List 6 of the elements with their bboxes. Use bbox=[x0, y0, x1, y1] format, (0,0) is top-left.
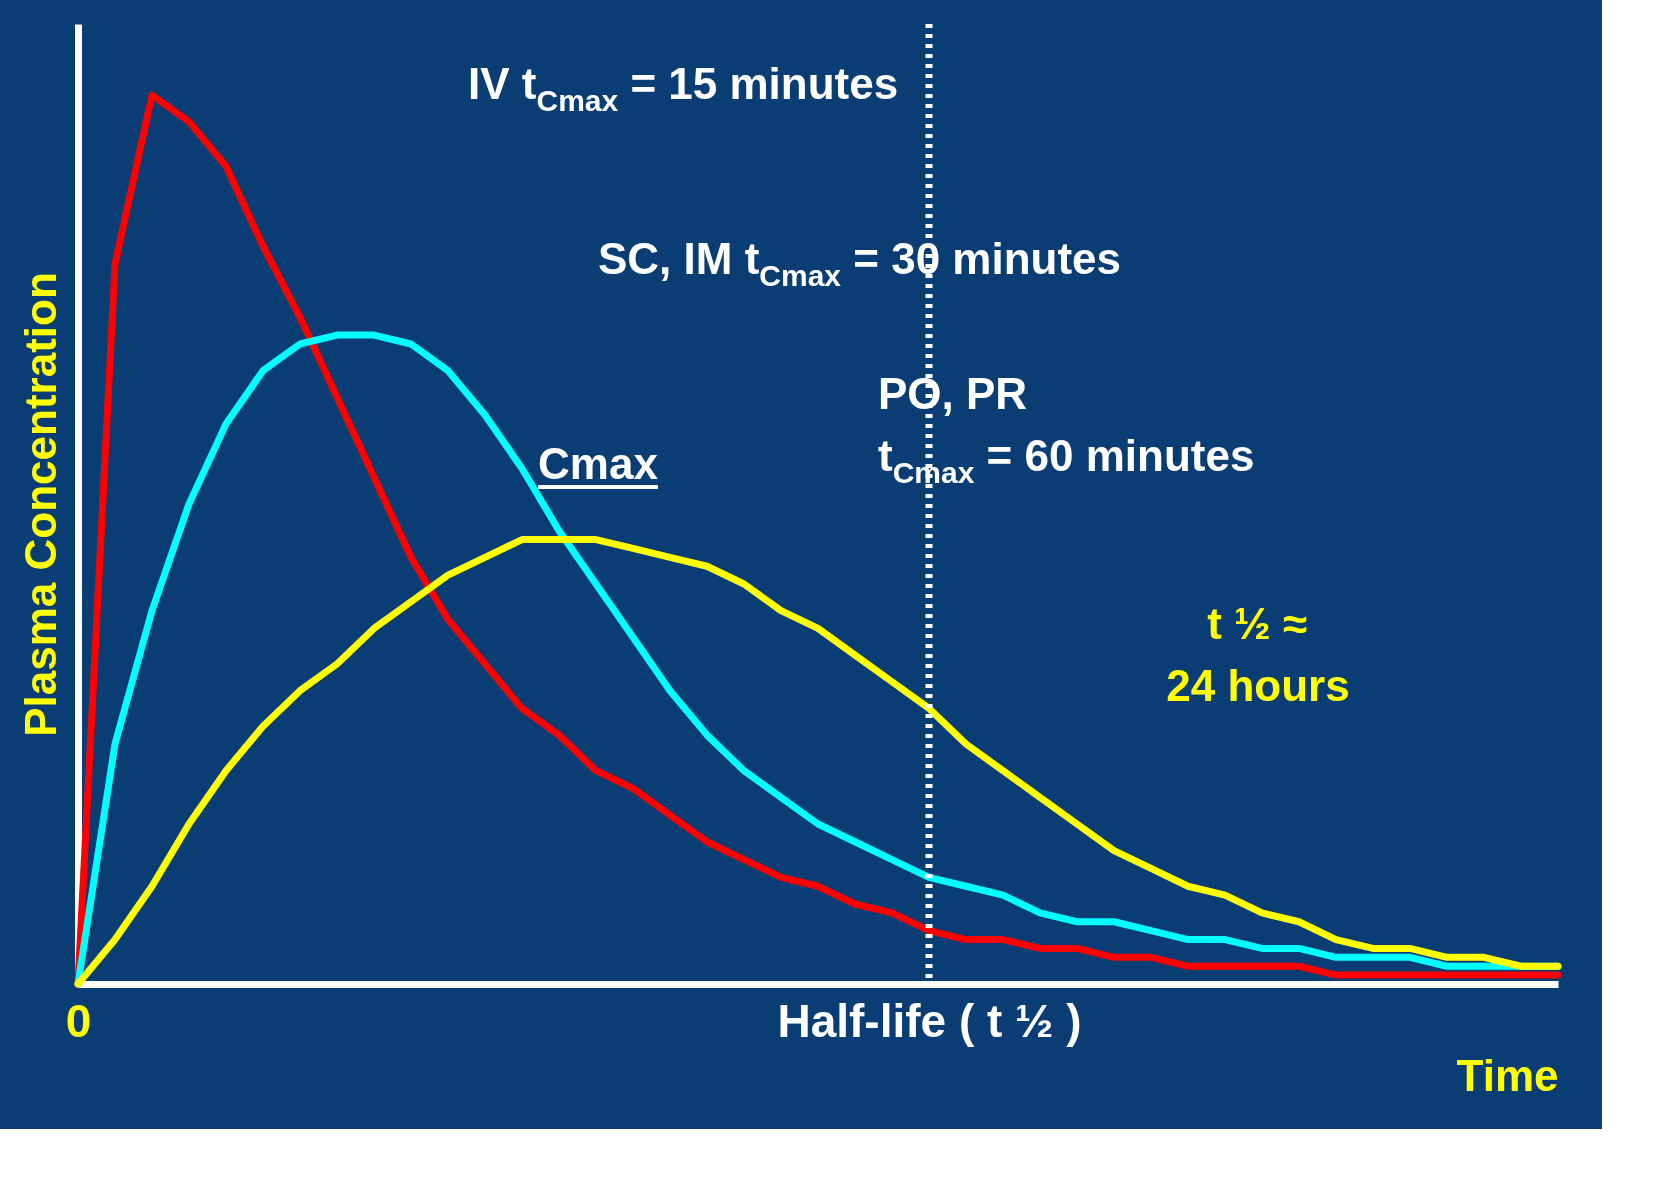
y-axis-title: Plasma Concentration bbox=[15, 272, 65, 737]
x-axis-title: Time bbox=[1456, 1050, 1559, 1100]
annotation: Cmax bbox=[538, 439, 659, 488]
annotation: t ½ ≈ 24 hours bbox=[1166, 599, 1350, 710]
x-tick-label: Half-life ( t ½ ) bbox=[777, 994, 1082, 1047]
x-tick-label: 0 bbox=[65, 994, 92, 1047]
